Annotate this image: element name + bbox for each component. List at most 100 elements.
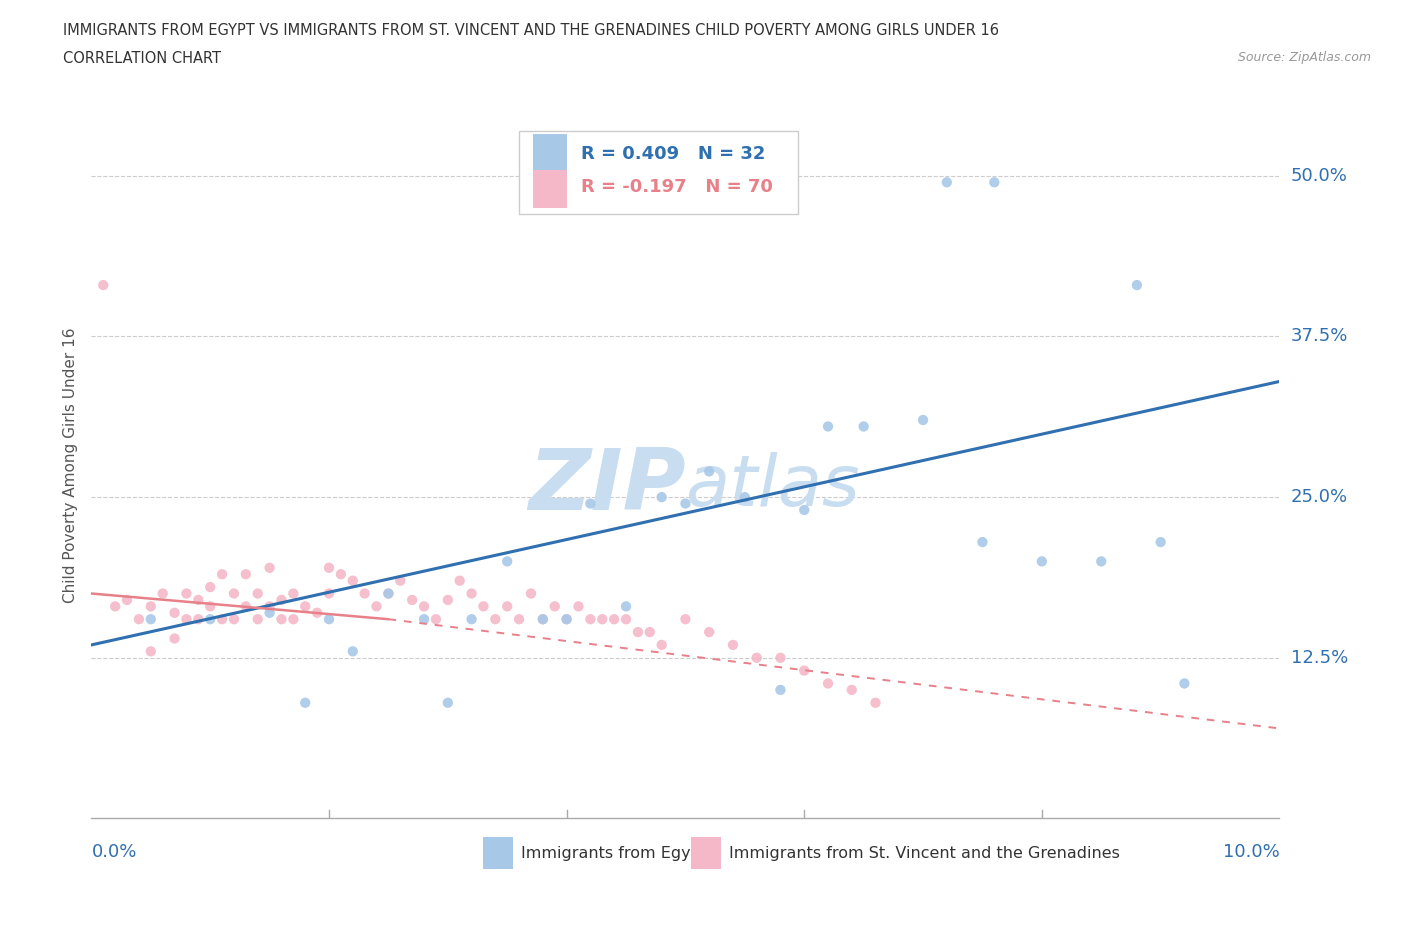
Point: [353, 586, 375, 601]
Point: [544, 599, 567, 614]
Point: [531, 612, 554, 627]
Text: CORRELATION CHART: CORRELATION CHART: [63, 51, 221, 66]
Point: [377, 586, 399, 601]
Point: [614, 599, 637, 614]
Point: [531, 612, 554, 627]
Point: [496, 554, 519, 569]
Text: atlas: atlas: [685, 452, 860, 521]
Point: [259, 605, 281, 620]
Point: [651, 637, 673, 652]
Point: [1149, 535, 1171, 550]
Point: [697, 464, 720, 479]
Point: [222, 612, 245, 627]
Point: [579, 612, 602, 627]
Point: [152, 586, 174, 601]
Point: [187, 592, 209, 607]
Point: [567, 599, 589, 614]
Point: [793, 502, 815, 517]
Point: [627, 625, 650, 640]
Point: [104, 599, 127, 614]
Point: [200, 579, 222, 594]
Point: [673, 612, 696, 627]
Text: 25.0%: 25.0%: [1291, 488, 1348, 506]
Point: [187, 612, 209, 627]
Text: IMMIGRANTS FROM EGYPT VS IMMIGRANTS FROM ST. VINCENT AND THE GRENADINES CHILD PO: IMMIGRANTS FROM EGYPT VS IMMIGRANTS FROM…: [63, 23, 1000, 38]
Point: [972, 535, 994, 550]
Point: [307, 605, 329, 620]
Point: [163, 631, 186, 646]
Point: [769, 683, 792, 698]
Point: [935, 175, 957, 190]
Point: [734, 490, 756, 505]
Point: [1090, 554, 1112, 569]
Point: [246, 586, 269, 601]
Point: [983, 175, 1005, 190]
Point: [91, 278, 114, 293]
Point: [377, 586, 399, 601]
Text: 12.5%: 12.5%: [1291, 649, 1348, 667]
Point: [176, 586, 198, 601]
Point: [235, 599, 257, 614]
Point: [1031, 554, 1053, 569]
Point: [425, 612, 447, 627]
FancyBboxPatch shape: [519, 131, 799, 214]
Point: [555, 612, 578, 627]
Point: [436, 592, 458, 607]
Point: [176, 612, 198, 627]
Point: [697, 625, 720, 640]
Point: [342, 573, 364, 588]
Point: [638, 625, 661, 640]
Point: [246, 612, 269, 627]
Point: [769, 650, 792, 665]
Text: 0.0%: 0.0%: [91, 844, 136, 861]
Text: Immigrants from St. Vincent and the Grenadines: Immigrants from St. Vincent and the Gren…: [730, 846, 1121, 861]
Point: [259, 561, 281, 576]
Point: [211, 612, 233, 627]
Point: [449, 573, 471, 588]
Point: [841, 683, 863, 698]
Point: [436, 696, 458, 711]
Point: [496, 599, 519, 614]
Point: [163, 605, 186, 620]
Point: [1173, 676, 1195, 691]
Point: [200, 612, 222, 627]
Text: 10.0%: 10.0%: [1223, 844, 1279, 861]
Point: [270, 592, 292, 607]
Point: [911, 413, 934, 428]
Text: ZIP: ZIP: [527, 445, 685, 527]
Point: [520, 586, 543, 601]
Text: R = -0.197   N = 70: R = -0.197 N = 70: [581, 179, 773, 196]
Point: [460, 586, 482, 601]
Point: [793, 663, 815, 678]
Point: [472, 599, 495, 614]
Point: [283, 586, 305, 601]
Text: 50.0%: 50.0%: [1291, 166, 1347, 185]
Point: [318, 612, 340, 627]
Point: [614, 612, 637, 627]
Point: [115, 592, 138, 607]
Text: Source: ZipAtlas.com: Source: ZipAtlas.com: [1237, 51, 1371, 64]
Point: [591, 612, 613, 627]
Point: [139, 644, 162, 658]
Point: [413, 599, 436, 614]
Point: [294, 696, 316, 711]
Point: [259, 599, 281, 614]
Point: [318, 586, 340, 601]
Point: [1126, 278, 1149, 293]
Point: [852, 419, 875, 434]
Point: [139, 599, 162, 614]
Point: [329, 566, 352, 581]
Point: [211, 566, 233, 581]
Text: 37.5%: 37.5%: [1291, 327, 1348, 345]
Point: [673, 496, 696, 511]
Point: [865, 696, 887, 711]
Point: [222, 586, 245, 601]
Bar: [533, 134, 567, 173]
Point: [270, 612, 292, 627]
Point: [460, 612, 482, 627]
Point: [413, 612, 436, 627]
Point: [484, 612, 506, 627]
Text: Immigrants from Egypt: Immigrants from Egypt: [522, 846, 707, 861]
Point: [817, 419, 839, 434]
Point: [651, 490, 673, 505]
